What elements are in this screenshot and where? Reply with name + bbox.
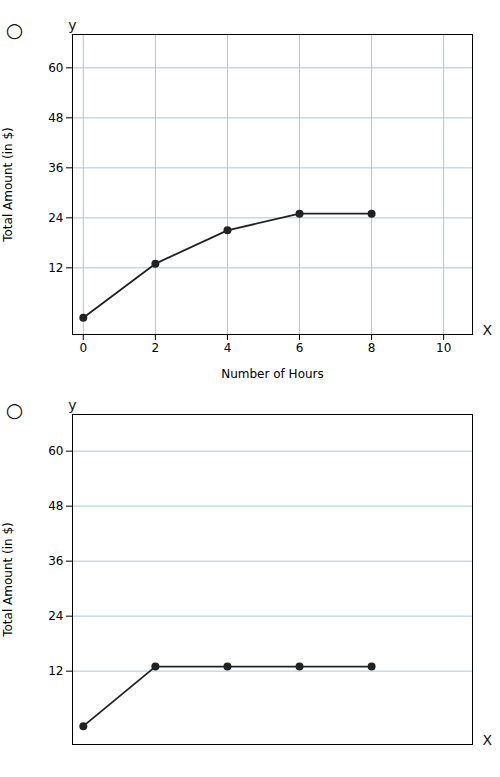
svg-text:10: 10 — [436, 341, 451, 355]
svg-text:12: 12 — [48, 664, 63, 678]
svg-text:Number of Hours: Number of Hours — [221, 367, 324, 381]
svg-text:Total Amount (in $): Total Amount (in $) — [1, 127, 15, 243]
svg-text:X: X — [483, 322, 493, 338]
svg-text:2: 2 — [152, 341, 160, 355]
svg-text:X: X — [483, 732, 493, 748]
svg-text:y: y — [68, 17, 76, 33]
svg-text:y: y — [68, 397, 76, 413]
svg-text:8: 8 — [368, 341, 376, 355]
svg-text:○: ○ — [6, 398, 23, 422]
svg-text:36: 36 — [48, 554, 63, 568]
svg-text:24: 24 — [48, 211, 63, 225]
svg-text:Total Amount (in $): Total Amount (in $) — [1, 522, 15, 638]
svg-text:60: 60 — [48, 61, 63, 75]
svg-text:4: 4 — [224, 341, 232, 355]
svg-text:0: 0 — [79, 341, 87, 355]
svg-text:48: 48 — [48, 111, 63, 125]
svg-text:12: 12 — [48, 261, 63, 275]
svg-text:60: 60 — [48, 444, 63, 458]
svg-text:6: 6 — [296, 341, 304, 355]
svg-text:24: 24 — [48, 609, 63, 623]
svg-text:○: ○ — [6, 18, 23, 42]
svg-text:48: 48 — [48, 499, 63, 513]
svg-text:36: 36 — [48, 161, 63, 175]
